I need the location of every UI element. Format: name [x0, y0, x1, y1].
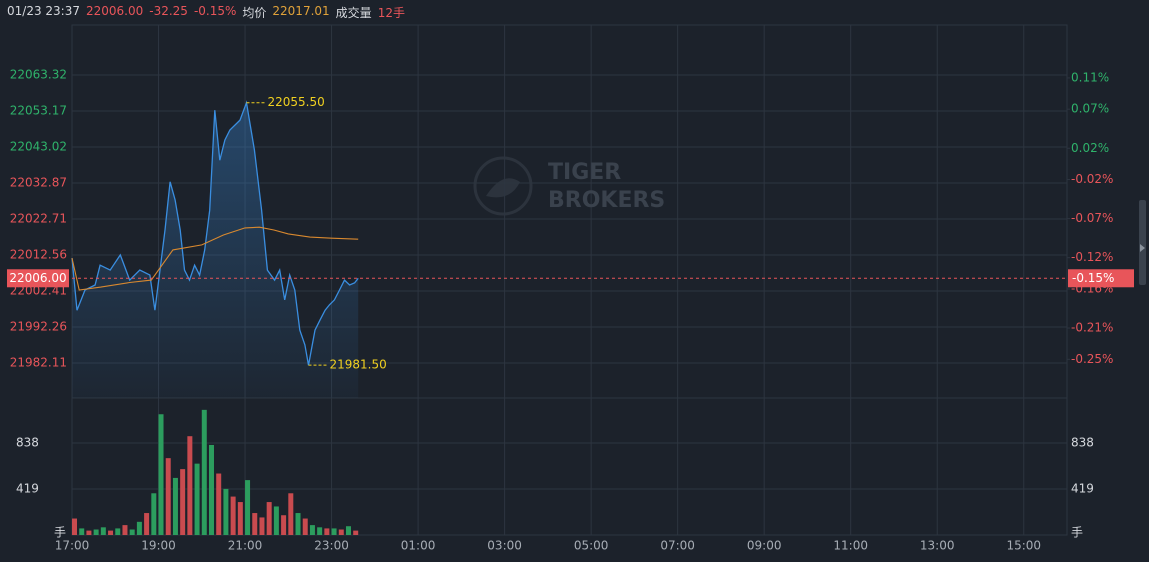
y-tick-label: 22022.71 [10, 212, 67, 226]
y2-tick-label: 419 [1071, 482, 1094, 496]
y2-tick-label: -0.12% [1071, 250, 1113, 264]
scroll-arrow[interactable] [1140, 244, 1145, 252]
volume-bar [180, 469, 186, 535]
volume-bar [194, 463, 200, 535]
volume-bar [93, 529, 99, 535]
y-tick-label: 838 [16, 436, 39, 450]
volume-bar [353, 530, 359, 535]
watermark [473, 156, 533, 216]
time: 01/23 23:37 [7, 4, 80, 18]
y-tick-label: 22063.32 [10, 68, 67, 82]
volume-bar [108, 530, 114, 535]
price-area [72, 102, 359, 398]
volume-bar [201, 409, 207, 535]
y2-tick-label: 0.11% [1071, 70, 1109, 84]
x-tick-label: 01:00 [401, 539, 436, 553]
volume-bar [309, 525, 315, 535]
volume-bar [223, 488, 229, 535]
avg: 22017.01 [272, 4, 330, 18]
last-price-label: 22006.00 [9, 271, 66, 285]
volume-bar [230, 496, 236, 535]
vol: 12手 [377, 6, 405, 20]
price-line [71, 100, 359, 366]
avg-label: 均价 [242, 6, 267, 20]
volume-bar [295, 513, 301, 535]
volume-bar [324, 528, 330, 535]
volume-bar [187, 436, 193, 535]
x-tick-label: 21:00 [228, 539, 263, 553]
y-tick-label: 419 [16, 482, 39, 496]
x-tick-label: 17:00 [55, 539, 90, 553]
volume-bar [245, 480, 251, 535]
x-tick-label: 23:00 [314, 539, 349, 553]
y2-tick-label: -0.02% [1071, 172, 1113, 186]
volume-bar [317, 527, 323, 535]
y-tick-label: 21982.11 [10, 355, 67, 369]
change: -32.25 [149, 4, 188, 18]
volume-bar [136, 521, 142, 535]
x-tick-label: 11:00 [833, 539, 868, 553]
y2-tick-label: -0.25% [1071, 352, 1113, 366]
price: 22006.00 [85, 4, 144, 18]
volume-bar [79, 528, 85, 535]
volume-bar [86, 530, 92, 535]
volume-bar [165, 458, 171, 535]
y-tick-label: 22012.56 [10, 248, 67, 262]
x-tick-label: 07:00 [660, 539, 695, 553]
volume-bar [331, 528, 337, 535]
last-pct-label: -0.15% [1072, 271, 1114, 285]
y2-tick-label: 0.07% [1071, 102, 1109, 116]
last-pct-tag [1068, 269, 1134, 288]
volume-bar [288, 493, 294, 535]
volume-bar [72, 518, 77, 535]
annotation-label: 22055.50 [267, 95, 324, 109]
volume-bar [208, 444, 214, 535]
x-tick-label: 03:00 [487, 539, 522, 553]
volume-unit: 手 [54, 526, 66, 540]
volume-unit: 手 [1071, 526, 1083, 540]
watermark-text: BROKERS [548, 188, 665, 213]
volume-bar [216, 473, 222, 535]
volume-bar [266, 502, 272, 535]
volume-bar [115, 528, 121, 535]
vol-label: 成交量 [335, 6, 372, 20]
volume-bar [129, 529, 135, 535]
y2-tick-label: -0.21% [1071, 321, 1113, 335]
volume-bar [302, 518, 308, 535]
volume-bar [281, 515, 287, 535]
volume-bar [273, 506, 279, 535]
volume-bar [338, 529, 344, 535]
x-tick-label: 15:00 [1006, 539, 1041, 553]
volume-bar [259, 517, 265, 535]
x-tick-label: 09:00 [747, 539, 782, 553]
volume-bar [144, 513, 150, 535]
annotation-label: 21981.50 [329, 358, 386, 372]
header: 01/23 23:37 22006.00 -32.25 -0.15% 均价 22… [7, 4, 405, 21]
y-tick-label: 22043.02 [10, 139, 67, 153]
y-tick-label: 22032.87 [10, 175, 67, 189]
y2-tick-label: -0.07% [1071, 211, 1113, 225]
x-tick-label: 05:00 [574, 539, 609, 553]
pct: -0.15% [193, 4, 237, 18]
x-tick-label: 13:00 [920, 539, 955, 553]
volume-bar [100, 527, 106, 535]
x-tick-label: 19:00 [141, 539, 176, 553]
y2-tick-label: 0.02% [1071, 141, 1109, 155]
volume-bar [237, 502, 243, 535]
volume-bar [122, 525, 128, 535]
watermark-text: TIGER [548, 160, 621, 185]
scroll-handle[interactable] [1139, 200, 1146, 285]
volume-bar [252, 513, 258, 535]
last-price-tag [7, 269, 69, 288]
y2-tick-label: 838 [1071, 436, 1094, 450]
y-tick-label: 22053.17 [10, 103, 67, 117]
volume-bar [172, 477, 178, 535]
volume-bar [158, 414, 164, 535]
y-tick-label: 21992.26 [10, 320, 67, 334]
average-line [71, 226, 359, 291]
volume-bar [345, 526, 351, 535]
volume-bar [151, 493, 157, 535]
